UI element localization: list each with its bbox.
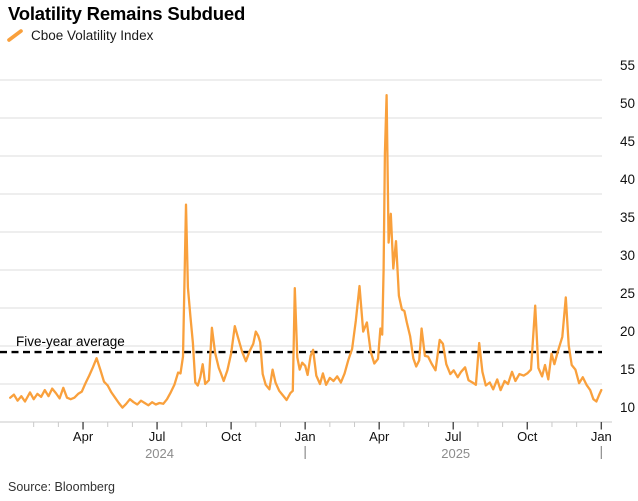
x-axis-label: Oct <box>517 429 538 444</box>
y-axis-label: 30 <box>620 248 635 263</box>
legend-line-marker-icon <box>7 29 23 42</box>
x-axis-label: Jul <box>445 429 462 444</box>
y-axis-label: 15 <box>620 362 635 377</box>
x-axis-label: Jul <box>149 429 166 444</box>
y-axis-label: 20 <box>620 324 635 339</box>
x-axis-label: Jan <box>591 429 612 444</box>
y-axis-label: 50 <box>620 96 635 111</box>
x-axis-label: Jan <box>295 429 316 444</box>
source-credit: Source: Bloomberg <box>8 480 116 494</box>
legend-label: Cboe Volatility Index <box>31 28 154 43</box>
year-label: 2025 <box>441 446 470 461</box>
five-year-average-label: Five-year average <box>16 334 125 349</box>
y-axis-label: 35 <box>620 210 635 225</box>
page-title: Volatility Remains Subdued <box>8 3 246 24</box>
legend: Cboe Volatility Index <box>7 28 153 43</box>
vix-line-series <box>9 94 603 409</box>
x-axis-label: Apr <box>369 429 390 444</box>
y-axis-label: 45 <box>620 134 635 149</box>
y-axis-label: 40 <box>620 172 635 187</box>
x-axis-label: Apr <box>73 429 94 444</box>
y-axis-label: 25 <box>620 286 635 301</box>
x-axis-label: Oct <box>221 429 242 444</box>
y-axis-label: 10 <box>620 400 635 415</box>
year-label: 2024 <box>145 446 174 461</box>
y-axis-label: 55 <box>620 58 635 73</box>
